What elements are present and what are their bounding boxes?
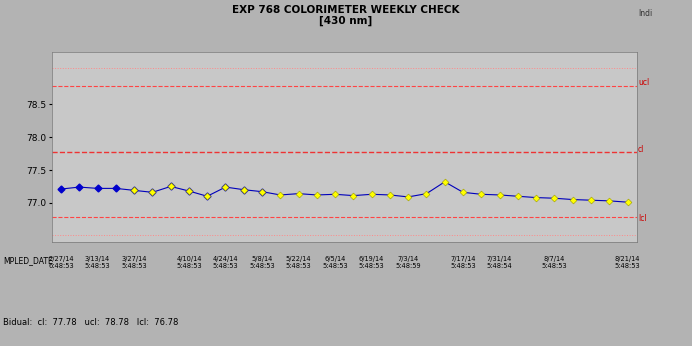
Text: 6/5/14
5:48:53: 6/5/14 5:48:53	[322, 256, 348, 269]
Text: 2/27/14
6:48:53: 2/27/14 6:48:53	[48, 256, 74, 269]
Text: 7/3/14
5:48:59: 7/3/14 5:48:59	[395, 256, 421, 269]
Text: EXP 768 COLORIMETER WEEKLY CHECK: EXP 768 COLORIMETER WEEKLY CHECK	[233, 5, 459, 15]
Text: 4/24/14
5:48:53: 4/24/14 5:48:53	[212, 256, 238, 269]
Text: 7/31/14
5:48:54: 7/31/14 5:48:54	[486, 256, 513, 269]
Text: MPLED_DATE: MPLED_DATE	[3, 256, 53, 265]
Text: Indi: Indi	[638, 9, 653, 18]
Text: 5/22/14
5:48:53: 5/22/14 5:48:53	[286, 256, 311, 269]
Text: 5/8/14
5:48:53: 5/8/14 5:48:53	[249, 256, 275, 269]
Text: 8/21/14
5:48:53: 8/21/14 5:48:53	[614, 256, 640, 269]
Text: ucl: ucl	[638, 78, 649, 87]
Text: [430 nm]: [430 nm]	[320, 16, 372, 26]
Text: 8/7/14
5:48:53: 8/7/14 5:48:53	[542, 256, 567, 269]
Text: 6/19/14
5:48:53: 6/19/14 5:48:53	[359, 256, 385, 269]
Text: lcl: lcl	[638, 215, 646, 224]
Text: cl: cl	[638, 145, 644, 154]
Text: 7/17/14
5:48:53: 7/17/14 5:48:53	[450, 256, 476, 269]
Text: 4/10/14
5:48:53: 4/10/14 5:48:53	[176, 256, 202, 269]
Text: 3/13/14
5:48:53: 3/13/14 5:48:53	[85, 256, 111, 269]
Text: Bidual:  cl:  77.78   ucl:  78.78   lcl:  76.78: Bidual: cl: 77.78 ucl: 78.78 lcl: 76.78	[3, 318, 179, 327]
Text: 3/27/14
5:48:53: 3/27/14 5:48:53	[121, 256, 147, 269]
